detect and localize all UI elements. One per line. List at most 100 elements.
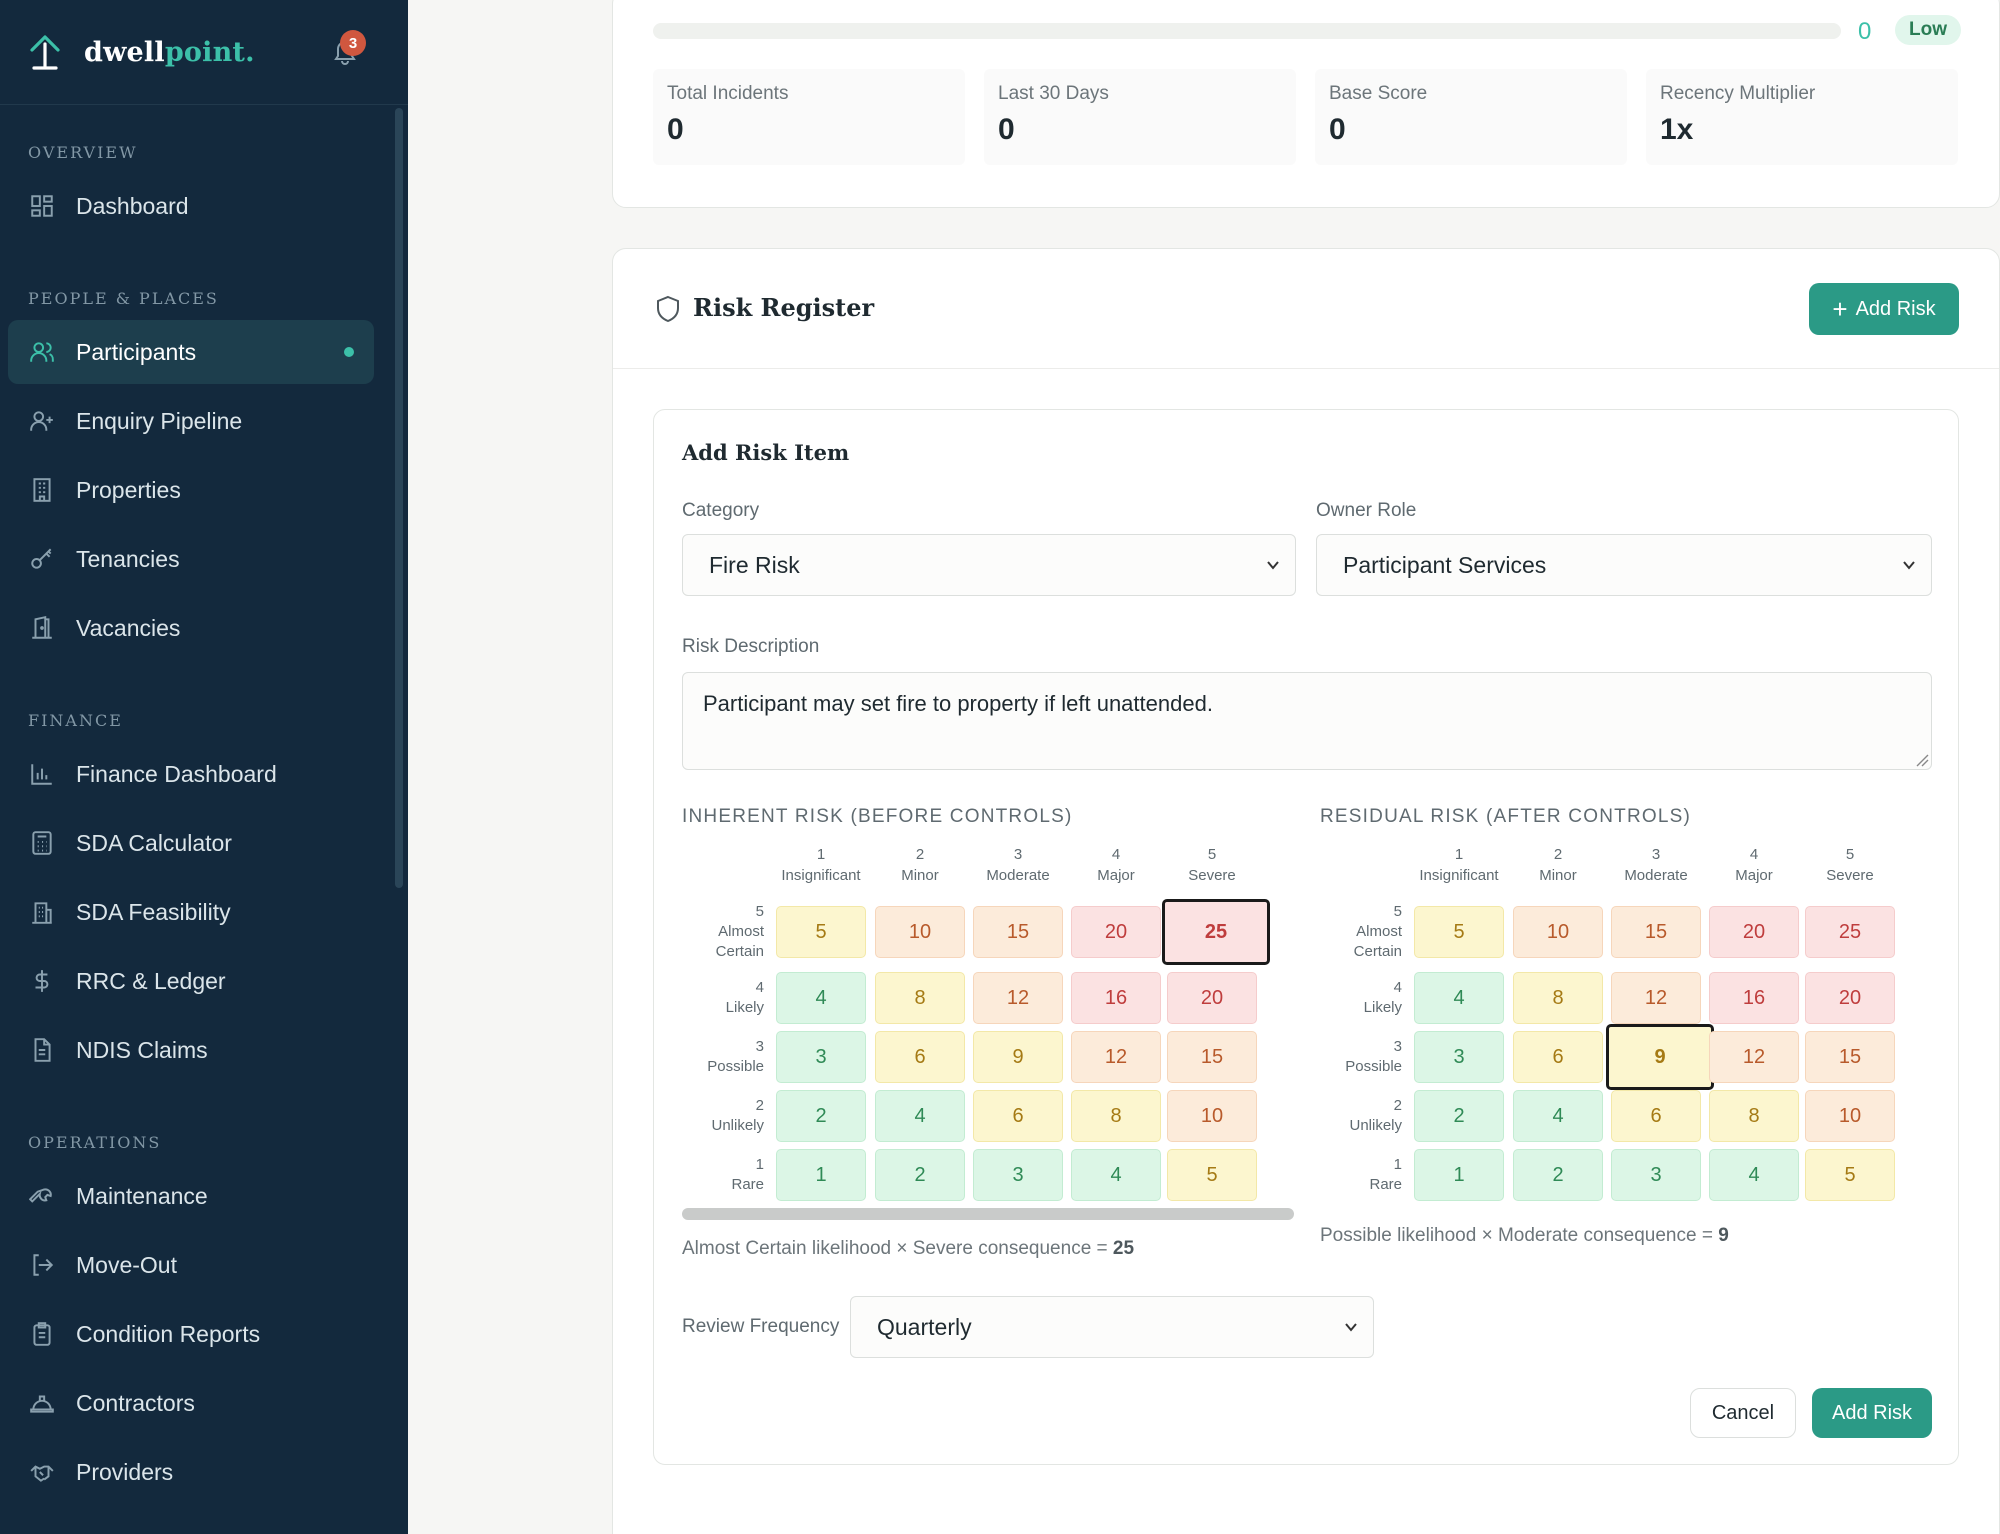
sidebar-item-label: NDIS Claims	[76, 1036, 208, 1063]
add-risk-submit-button[interactable]: Add Risk	[1812, 1388, 1932, 1438]
clipboard-icon	[28, 1320, 56, 1348]
sidebar-scrollbar[interactable]	[395, 108, 403, 888]
inherent-matrix-cell[interactable]: 15	[973, 906, 1063, 958]
inherent-matrix-cell[interactable]: 1	[776, 1149, 866, 1201]
log-out-icon	[28, 1251, 56, 1279]
inherent-matrix-cell[interactable]: 3	[776, 1031, 866, 1083]
sidebar-item-vacancies[interactable]: Vacancies	[8, 596, 374, 660]
review-frequency-select[interactable]: Quarterly	[850, 1296, 1374, 1358]
residual-matrix-cell[interactable]: 5	[1805, 1149, 1895, 1201]
stat-value: 0	[1329, 113, 1346, 146]
category-select[interactable]: Fire Risk	[682, 534, 1296, 596]
sidebar-item-contractors[interactable]: Contractors	[8, 1371, 374, 1435]
brand-name[interactable]: dwellpoint.	[84, 36, 255, 68]
add-risk-header-button[interactable]: + Add Risk	[1809, 283, 1959, 335]
residual-matrix-cell[interactable]: 1	[1414, 1149, 1504, 1201]
residual-matrix-cell[interactable]: 10	[1513, 906, 1603, 958]
residual-matrix-cell[interactable]: 8	[1513, 972, 1603, 1024]
residual-matrix-cell[interactable]: 4	[1414, 972, 1504, 1024]
inherent-matrix-cell[interactable]: 10	[1167, 1090, 1257, 1142]
residual-summary-text: Possible likelihood × Moderate consequen…	[1320, 1225, 1719, 1246]
inherent-matrix-cell[interactable]: 20	[1071, 906, 1161, 958]
residual-risk-title: RESIDUAL RISK (AFTER CONTROLS)	[1320, 806, 1692, 827]
residual-matrix-cell[interactable]: 9	[1606, 1024, 1714, 1090]
sidebar-item-label: Participants	[76, 338, 197, 365]
sidebar-item-enquiry-pipeline[interactable]: Enquiry Pipeline	[8, 389, 374, 453]
matrix-horizontal-scrollbar[interactable]	[682, 1208, 1294, 1220]
inherent-matrix-cell[interactable]: 3	[973, 1149, 1063, 1201]
stat-last-30-days: Last 30 Days 0	[984, 69, 1296, 165]
sidebar-item-maintenance[interactable]: Maintenance	[8, 1164, 374, 1228]
inherent-summary-text: Almost Certain likelihood × Severe conse…	[682, 1238, 1113, 1259]
owner-role-select[interactable]: Participant Services	[1316, 534, 1932, 596]
score-progress-bar	[653, 23, 1841, 39]
inherent-matrix-cell[interactable]: 6	[875, 1031, 965, 1083]
inherent-matrix-cell[interactable]: 8	[1071, 1090, 1161, 1142]
resize-grip-icon[interactable]	[1915, 753, 1929, 767]
inherent-matrix-cell[interactable]: 20	[1167, 972, 1257, 1024]
inherent-matrix-cell[interactable]: 4	[1071, 1149, 1161, 1201]
inherent-matrix-cell[interactable]: 2	[875, 1149, 965, 1201]
sidebar-item-dashboard[interactable]: Dashboard	[8, 174, 374, 238]
sidebar-item-label: Vacancies	[76, 614, 181, 641]
sidebar-item-providers[interactable]: Providers	[8, 1440, 374, 1504]
stat-total-incidents: Total Incidents 0	[653, 69, 965, 165]
inherent-matrix-cell[interactable]: 2	[776, 1090, 866, 1142]
residual-matrix-cell[interactable]: 2	[1414, 1090, 1504, 1142]
inherent-matrix-cell[interactable]: 4	[875, 1090, 965, 1142]
residual-matrix-cell[interactable]: 4	[1709, 1149, 1799, 1201]
inherent-row-header: 5 Almost Certain	[715, 903, 764, 960]
residual-matrix-cell[interactable]: 6	[1513, 1031, 1603, 1083]
inherent-row-header: 2 Unlikely	[711, 1097, 764, 1134]
sidebar-item-sda-feasibility[interactable]: SDA Feasibility	[8, 880, 374, 944]
inherent-matrix-cell[interactable]: 4	[776, 972, 866, 1024]
residual-matrix-cell[interactable]: 20	[1709, 906, 1799, 958]
inherent-matrix-cell[interactable]: 9	[973, 1031, 1063, 1083]
sidebar-item-sda-calculator[interactable]: SDA Calculator	[8, 811, 374, 875]
dollar-icon	[28, 967, 56, 995]
sidebar-item-move-out[interactable]: Move-Out	[8, 1233, 374, 1297]
residual-matrix-cell[interactable]: 10	[1805, 1090, 1895, 1142]
sidebar-item-rrc-ledger[interactable]: RRC & Ledger	[8, 949, 374, 1013]
sidebar-item-label: Enquiry Pipeline	[76, 407, 243, 434]
inherent-matrix-cell[interactable]: 12	[973, 972, 1063, 1024]
risk-description-textarea[interactable]: Participant may set fire to property if …	[682, 672, 1932, 770]
sidebar: dwellpoint. 3 OVERVIEW Dashboard PEOPLE …	[0, 0, 408, 1534]
inherent-matrix-cell[interactable]: 16	[1071, 972, 1161, 1024]
residual-matrix-cell[interactable]: 25	[1805, 906, 1895, 958]
residual-matrix-cell[interactable]: 20	[1805, 972, 1895, 1024]
residual-column-header: 2 Minor	[1539, 846, 1577, 884]
sidebar-item-participants[interactable]: Participants	[8, 320, 374, 384]
residual-matrix-cell[interactable]: 6	[1611, 1090, 1701, 1142]
inherent-matrix-cell[interactable]: 8	[875, 972, 965, 1024]
sidebar-item-condition-reports[interactable]: Condition Reports	[8, 1302, 374, 1366]
risk-register-card: Risk Register + Add Risk Add Risk Item C…	[612, 248, 2000, 1534]
residual-matrix-cell[interactable]: 4	[1513, 1090, 1603, 1142]
residual-matrix-cell[interactable]: 15	[1805, 1031, 1895, 1083]
residual-matrix-cell[interactable]: 16	[1709, 972, 1799, 1024]
residual-matrix-cell[interactable]: 12	[1709, 1031, 1799, 1083]
sidebar-item-properties[interactable]: Properties	[8, 458, 374, 522]
residual-matrix-cell[interactable]: 2	[1513, 1149, 1603, 1201]
inherent-matrix-cell[interactable]: 15	[1167, 1031, 1257, 1083]
cancel-button[interactable]: Cancel	[1690, 1388, 1796, 1438]
residual-matrix-cell[interactable]: 12	[1611, 972, 1701, 1024]
residual-matrix-cell[interactable]: 3	[1414, 1031, 1504, 1083]
sidebar-item-ndis-claims[interactable]: NDIS Claims	[8, 1018, 374, 1082]
inherent-matrix-cell[interactable]: 12	[1071, 1031, 1161, 1083]
residual-matrix-cell[interactable]: 5	[1414, 906, 1504, 958]
inherent-matrix-cell[interactable]: 6	[973, 1090, 1063, 1142]
residual-matrix-cell[interactable]: 8	[1709, 1090, 1799, 1142]
residual-matrix-cell[interactable]: 15	[1611, 906, 1701, 958]
inherent-matrix-cell[interactable]: 10	[875, 906, 965, 958]
category-value: Fire Risk	[709, 551, 800, 578]
building-icon	[28, 476, 56, 504]
inherent-matrix-cell[interactable]: 5	[776, 906, 866, 958]
notification-badge: 3	[340, 30, 366, 56]
residual-matrix-cell[interactable]: 3	[1611, 1149, 1701, 1201]
sidebar-item-label: Maintenance	[76, 1182, 208, 1209]
inherent-matrix-cell[interactable]: 25	[1162, 899, 1270, 965]
sidebar-item-tenancies[interactable]: Tenancies	[8, 527, 374, 591]
sidebar-item-finance-dashboard[interactable]: Finance Dashboard	[8, 742, 374, 806]
inherent-matrix-cell[interactable]: 5	[1167, 1149, 1257, 1201]
